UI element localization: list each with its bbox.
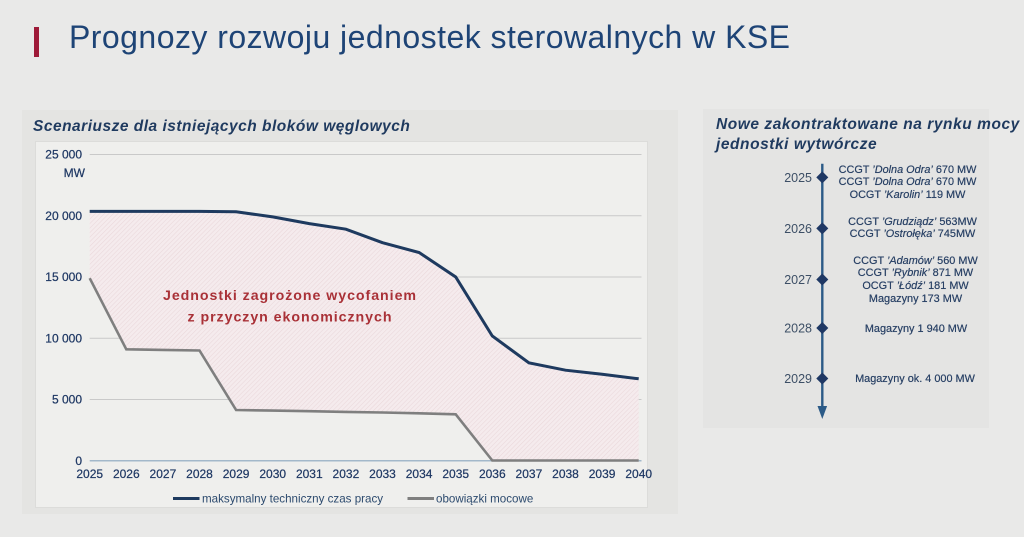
svg-text:2025: 2025 (76, 467, 103, 481)
svg-text:2027: 2027 (150, 467, 177, 481)
svg-text:2033: 2033 (369, 467, 396, 481)
svg-text:2034: 2034 (406, 467, 433, 481)
svg-text:MW: MW (64, 166, 86, 180)
svg-text:0: 0 (75, 454, 82, 468)
svg-text:2036: 2036 (479, 467, 506, 481)
svg-text:2031: 2031 (296, 467, 323, 481)
svg-text:2025: 2025 (784, 171, 812, 185)
svg-text:2028: 2028 (784, 322, 812, 336)
svg-text:20 000: 20 000 (45, 209, 82, 223)
svg-text:10 000: 10 000 (45, 331, 82, 345)
svg-text:2038: 2038 (552, 467, 579, 481)
svg-text:2030: 2030 (259, 467, 286, 481)
svg-text:2027: 2027 (784, 273, 812, 287)
svg-text:maksymalny techniczny czas pra: maksymalny techniczny czas pracy (202, 493, 383, 506)
svg-text:Jednostki zagrożone wycofaniem: Jednostki zagrożone wycofaniem (163, 288, 417, 304)
svg-text:z przyczyn ekonomicznych: z przyczyn ekonomicznych (188, 310, 393, 326)
svg-text:2026: 2026 (113, 467, 140, 481)
svg-text:2029: 2029 (784, 372, 812, 386)
svg-text:25 000: 25 000 (45, 148, 82, 162)
svg-text:2029: 2029 (223, 467, 250, 481)
svg-text:15 000: 15 000 (45, 270, 82, 284)
svg-text:2028: 2028 (186, 467, 213, 481)
svg-text:2035: 2035 (442, 467, 469, 481)
svg-text:2040: 2040 (625, 467, 652, 481)
svg-text:2037: 2037 (516, 467, 543, 481)
svg-text:2026: 2026 (784, 222, 812, 236)
svg-text:2032: 2032 (333, 467, 360, 481)
svg-text:2039: 2039 (589, 467, 616, 481)
svg-text:obowiązki mocowe: obowiązki mocowe (436, 493, 533, 506)
svg-text:5 000: 5 000 (52, 393, 82, 407)
